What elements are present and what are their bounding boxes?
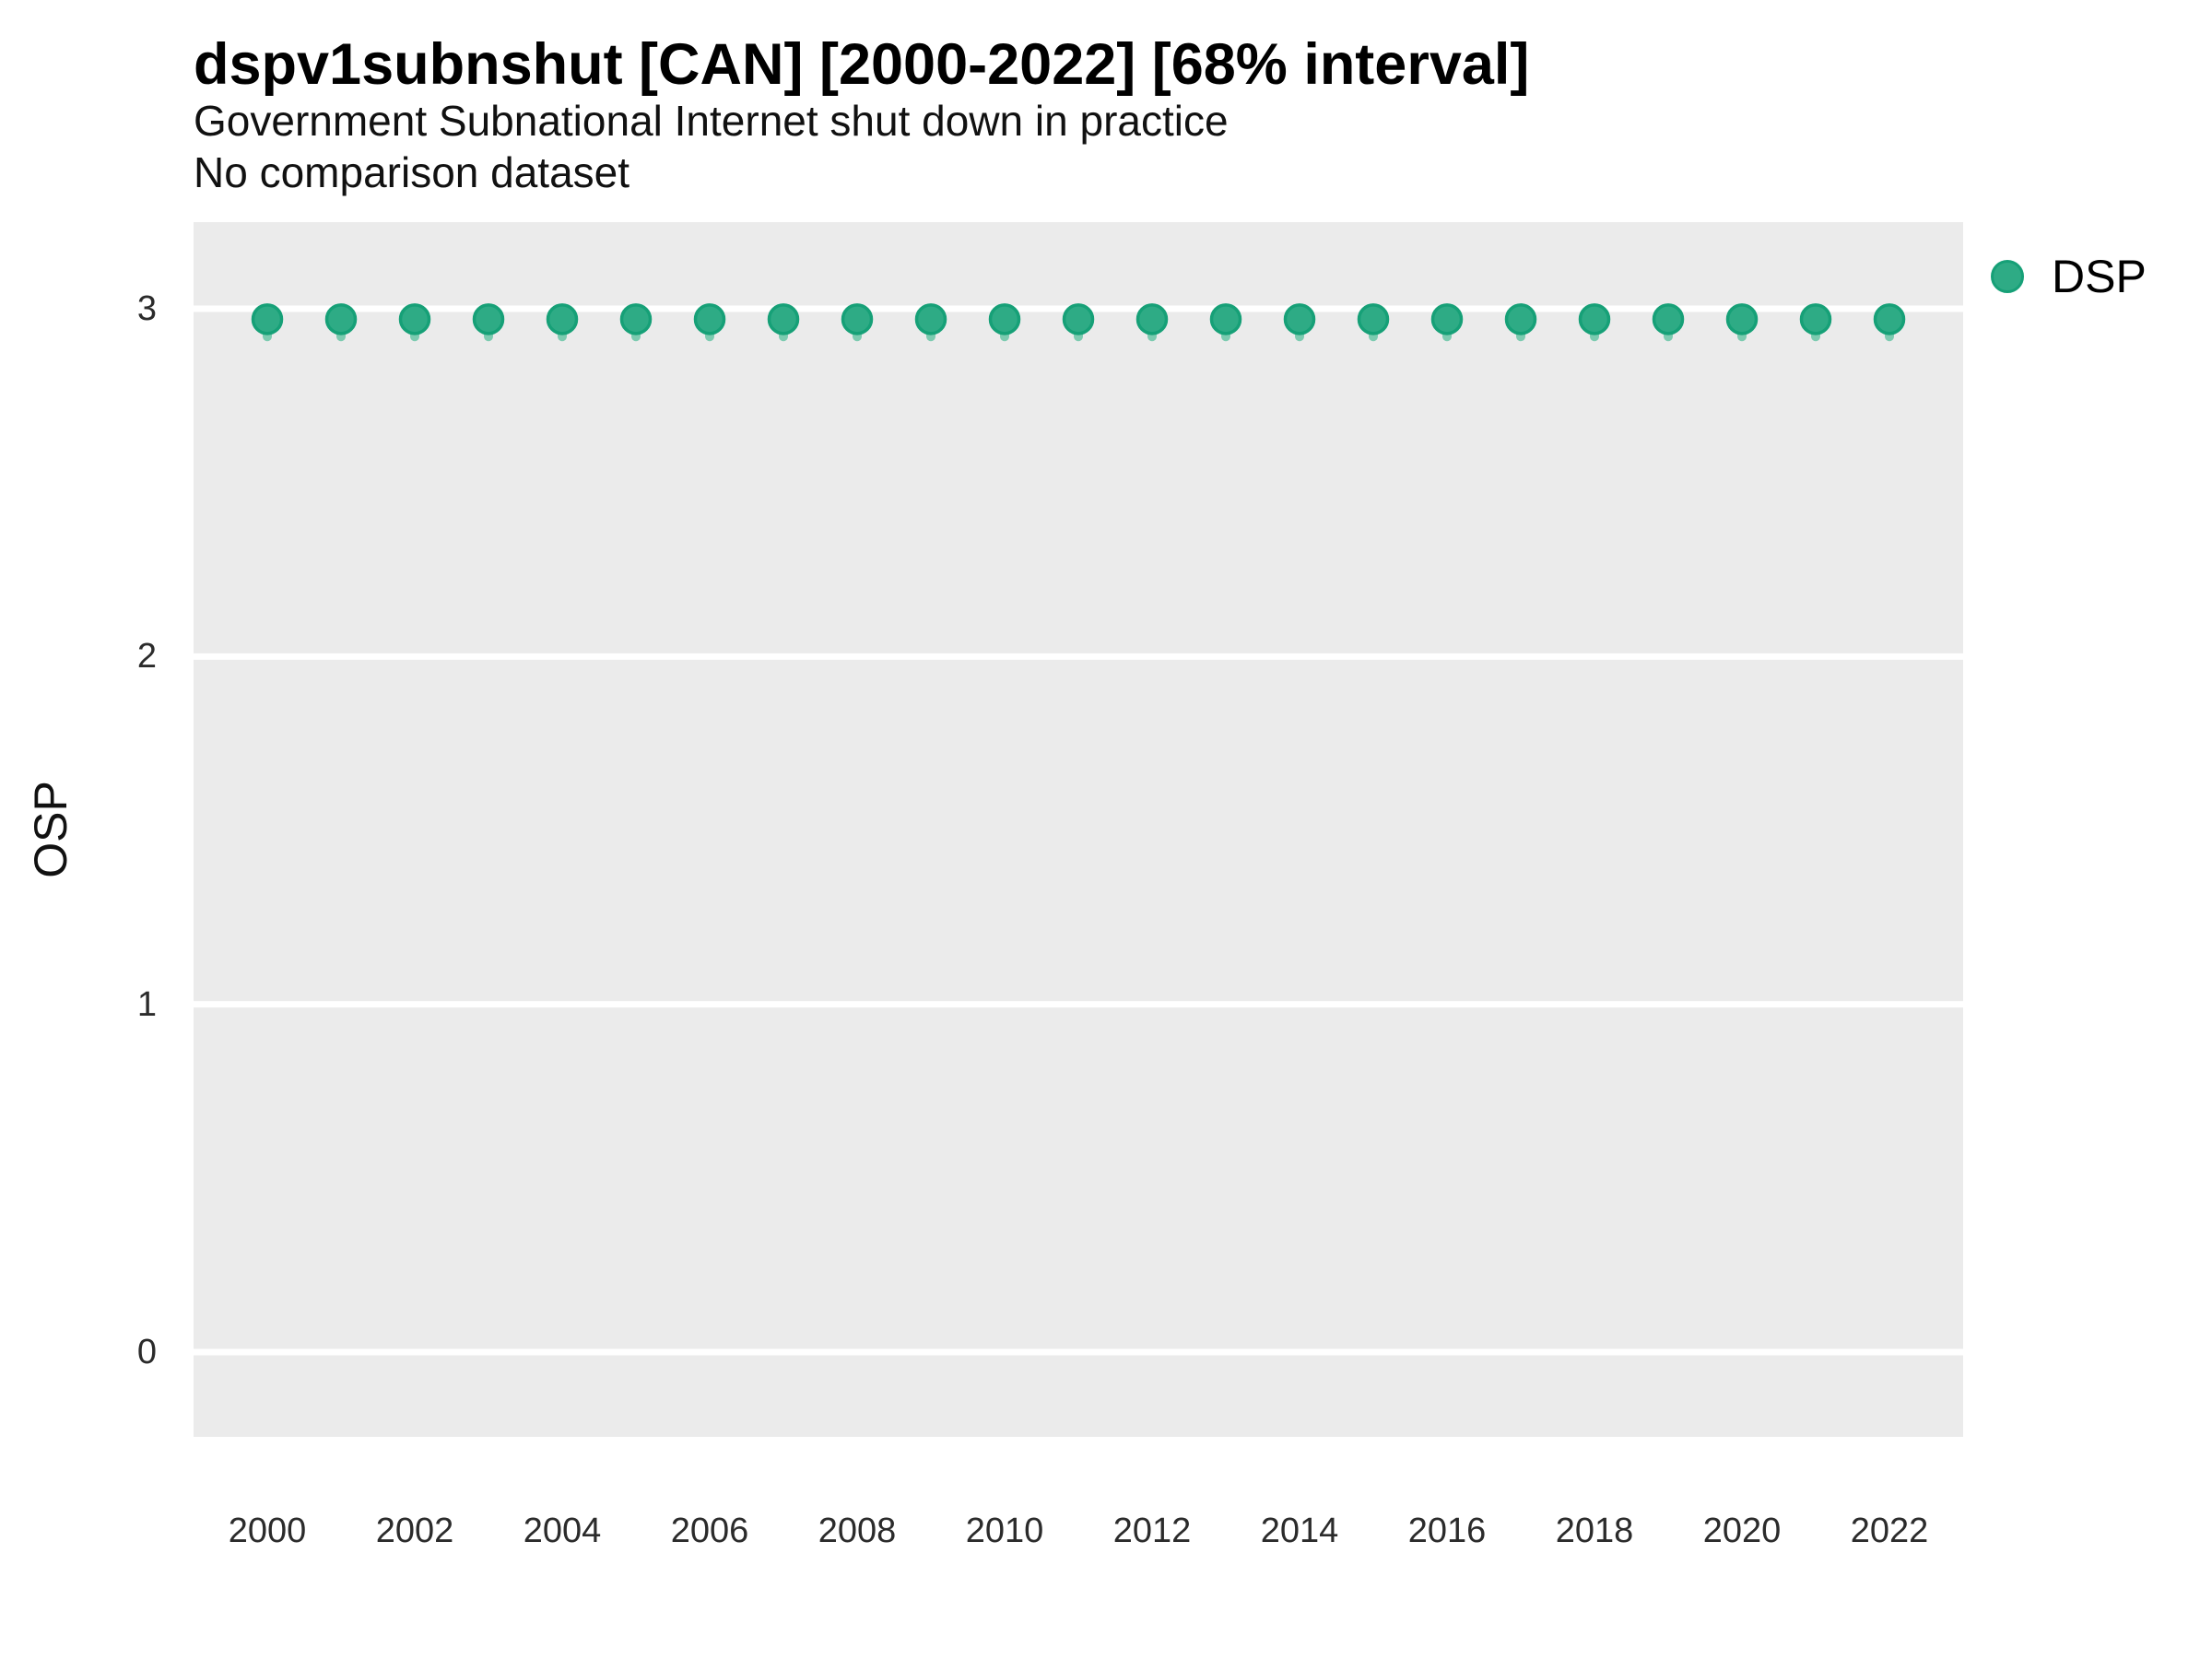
data-point-2012 [1135, 303, 1169, 335]
gridline-y-0 [194, 1348, 1963, 1356]
chart-subtitle: Government Subnational Internet shut dow… [194, 97, 1229, 145]
x-tick-label-2010: 2010 [965, 1512, 1044, 1550]
data-point-2003 [472, 303, 505, 335]
panel-background [194, 222, 1963, 1437]
data-point-2018 [1578, 303, 1611, 335]
x-tick-label-2006: 2006 [670, 1512, 749, 1550]
y-tick-label-0: 0 [136, 1333, 157, 1371]
data-point-2013 [1209, 303, 1242, 335]
x-tick-label-2004: 2004 [523, 1512, 602, 1550]
plot-svg [194, 222, 1963, 1437]
data-point-2008 [841, 303, 874, 335]
data-point-2001 [324, 303, 358, 335]
y-axis-title: OSP [25, 781, 76, 878]
data-point-2014 [1283, 303, 1316, 335]
x-tick-label-2016: 2016 [1407, 1512, 1487, 1550]
x-tick-label-2008: 2008 [818, 1512, 897, 1550]
data-point-2002 [398, 303, 431, 335]
chart-title: dspv1subnshut [CAN] [2000-2022] [68% int… [194, 32, 1530, 97]
x-tick-label-2002: 2002 [375, 1512, 454, 1550]
data-point-2006 [693, 303, 726, 335]
y-tick-label-2: 2 [136, 637, 157, 677]
data-point-2004 [546, 303, 579, 335]
data-point-2007 [767, 303, 800, 335]
x-tick-label-2022: 2022 [1850, 1512, 1929, 1550]
gridline-y-2 [194, 653, 1963, 660]
data-point-2010 [988, 303, 1021, 335]
x-tick-label-2012: 2012 [1112, 1512, 1192, 1550]
x-tick-label-2018: 2018 [1555, 1512, 1634, 1550]
gridline-y-1 [194, 1001, 1963, 1008]
x-tick-label-2000: 2000 [228, 1512, 307, 1550]
data-point-2022 [1873, 303, 1906, 335]
data-point-2019 [1652, 303, 1685, 335]
plot-panel [194, 222, 1963, 1437]
y-tick-label-3: 3 [136, 289, 157, 328]
legend-label: DSP [2052, 251, 2147, 302]
data-point-2021 [1799, 303, 1832, 335]
legend: DSP [1991, 249, 2147, 304]
data-point-2016 [1430, 303, 1464, 335]
data-point-2011 [1062, 303, 1095, 335]
x-tick-label-2020: 2020 [1702, 1512, 1782, 1550]
data-point-2000 [251, 303, 284, 335]
legend-point-icon [1991, 260, 2024, 293]
data-point-2009 [914, 303, 947, 335]
data-point-2020 [1725, 303, 1759, 335]
x-tick-label-2014: 2014 [1260, 1512, 1339, 1550]
data-point-2017 [1504, 303, 1537, 335]
y-tick-label-1: 1 [136, 984, 157, 1024]
comparison-note: No comparison dataset [194, 148, 630, 196]
data-point-2005 [619, 303, 653, 335]
data-point-2015 [1357, 303, 1390, 335]
